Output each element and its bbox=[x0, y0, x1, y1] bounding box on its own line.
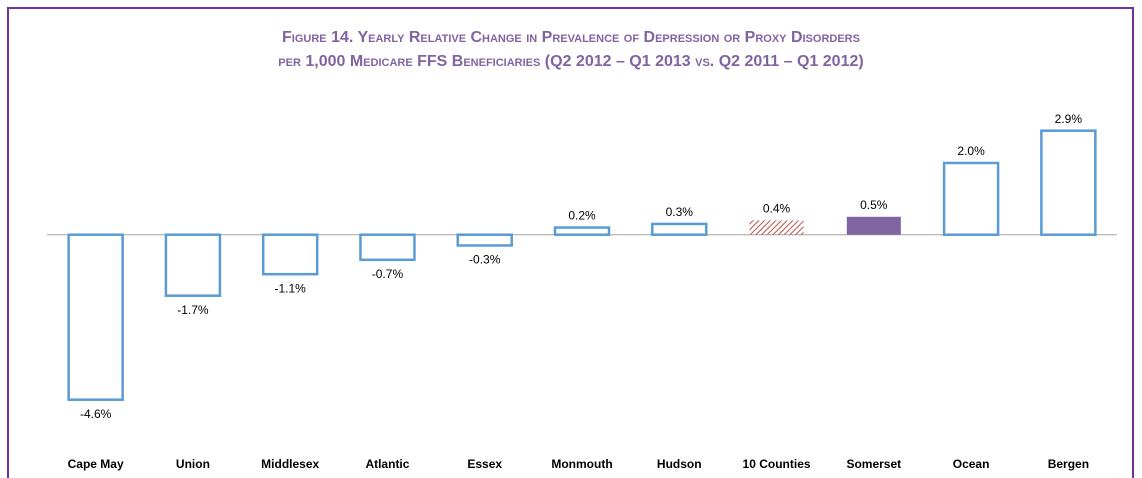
x-tick-label: Middlesex bbox=[261, 457, 319, 471]
value-label: 0.2% bbox=[568, 209, 596, 223]
bar bbox=[749, 220, 804, 235]
bar bbox=[261, 233, 319, 276]
bar bbox=[359, 233, 416, 262]
bar bbox=[942, 161, 1000, 236]
x-tick-label: Somerset bbox=[846, 457, 901, 471]
chart-title: per 1,000 Medicare FFS Beneficiaries (Q2… bbox=[278, 53, 863, 70]
bar bbox=[846, 216, 901, 235]
bar bbox=[67, 233, 124, 401]
bar bbox=[1040, 129, 1097, 236]
value-label: 2.9% bbox=[1055, 112, 1083, 126]
value-label: 0.3% bbox=[666, 205, 694, 219]
value-label: 2.0% bbox=[957, 144, 985, 158]
chart-title: Figure 14. Yearly Relative Change in Pre… bbox=[282, 29, 860, 46]
x-tick-label: Essex bbox=[467, 457, 502, 471]
bar bbox=[164, 233, 222, 297]
x-tick-label: 10 Counties bbox=[743, 457, 811, 471]
value-label: -4.6% bbox=[80, 407, 112, 421]
bar bbox=[651, 222, 708, 236]
x-tick-label: Ocean bbox=[953, 457, 990, 471]
x-tick-label: Union bbox=[176, 457, 210, 471]
bar bbox=[553, 226, 611, 236]
frame bbox=[7, 7, 1134, 478]
x-tick-label: Hudson bbox=[657, 457, 702, 471]
x-tick-label: Atlantic bbox=[365, 457, 409, 471]
value-label: -0.3% bbox=[469, 253, 501, 267]
value-label: 0.4% bbox=[763, 202, 791, 216]
value-label: -1.1% bbox=[275, 281, 307, 295]
value-label: -1.7% bbox=[177, 303, 209, 317]
bar bbox=[456, 233, 513, 247]
x-tick-label: Cape May bbox=[68, 457, 124, 471]
value-label: 0.5% bbox=[860, 198, 888, 212]
value-label: -0.7% bbox=[372, 267, 404, 281]
x-tick-label: Bergen bbox=[1048, 457, 1089, 471]
x-tick-label: Monmouth bbox=[551, 457, 612, 471]
